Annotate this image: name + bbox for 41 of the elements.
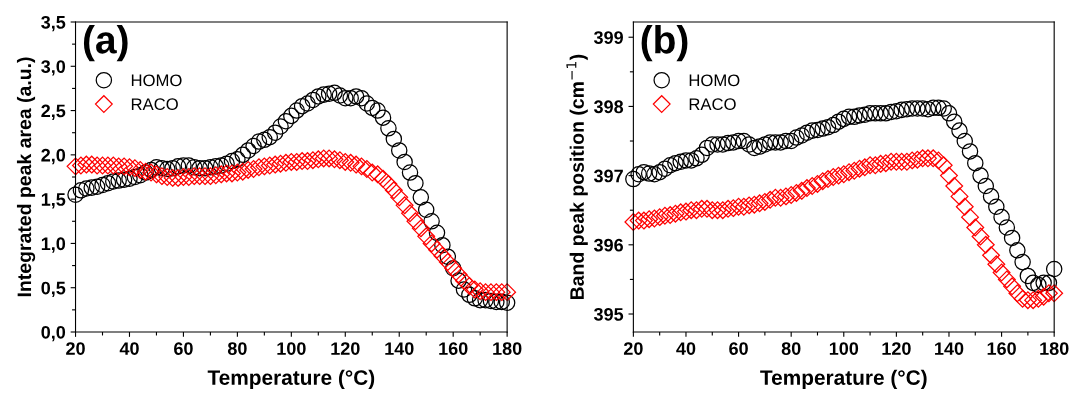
x-tick-label: 20: [623, 342, 643, 355]
annotation: (a): [83, 25, 128, 62]
y-tick-label: 2,5: [41, 104, 66, 120]
x-tick-label: 140: [935, 342, 964, 355]
y-tick-label: 398: [593, 100, 624, 114]
x-tick-label: 160: [987, 342, 1016, 355]
x-tick-label: 20: [66, 342, 85, 355]
annotation: (b): [641, 25, 688, 62]
x-axis-title: Temperature (°C): [760, 369, 927, 390]
legend-label: RACO: [689, 98, 736, 111]
y-axis-title: Band peak position (cm$^{−1}$): [566, 54, 588, 300]
legend-label: HOMO: [131, 74, 182, 87]
x-tick-label: 120: [331, 342, 360, 355]
x-tick-label: 160: [439, 342, 468, 355]
y-tick-label: 3,0: [41, 60, 66, 76]
x-tick-label: 80: [227, 342, 247, 355]
legend-label: RACO: [131, 98, 178, 111]
y-tick-label: 0,0: [41, 325, 66, 342]
y-tick-label: 2,0: [41, 148, 66, 165]
x-tick-label: 180: [493, 342, 522, 355]
x-tick-label: 60: [174, 342, 193, 355]
y-tick-label: 0,5: [41, 281, 66, 298]
y-tick-label: 397: [593, 169, 623, 183]
x-tick-label: 40: [676, 342, 696, 355]
x-tick-label: 100: [829, 342, 859, 355]
x-axis-title: Temperature (°C): [207, 369, 375, 390]
x-tick-label: 40: [119, 342, 139, 355]
x-tick-label: 80: [781, 342, 801, 355]
y-axis-title: Integrated peak area (a.u.): [16, 57, 36, 297]
x-tick-label: 120: [882, 342, 911, 355]
y-tick-label: 1,5: [41, 193, 66, 209]
y-tick-label: 399: [593, 31, 623, 44]
y-tick-label: 1,0: [41, 237, 66, 253]
x-tick-label: 100: [277, 342, 306, 355]
x-tick-label: 60: [729, 342, 748, 355]
y-tick-label: 396: [593, 238, 623, 252]
y-tick-label: 3,5: [41, 15, 66, 32]
x-tick-label: 140: [385, 342, 414, 355]
x-tick-label: 180: [1040, 342, 1069, 355]
y-tick-label: 395: [593, 307, 624, 321]
legend-label: HOMO: [689, 74, 740, 87]
